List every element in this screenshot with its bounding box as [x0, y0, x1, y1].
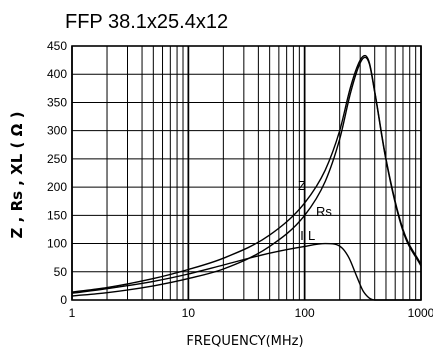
series-line-z	[71, 54, 422, 293]
x-tick-label: 1	[69, 306, 76, 320]
x-tick-label: 1000	[408, 306, 433, 320]
y-tick-label: 300	[47, 124, 67, 138]
series-label-z: Z	[298, 178, 306, 193]
x-axis-label: FREQUENCY(MHz)	[186, 334, 303, 349]
grid	[71, 45, 422, 301]
series-line-rs	[71, 56, 422, 297]
series-label-rs: Rs	[316, 204, 332, 219]
y-tick-label: 450	[47, 39, 67, 53]
plot-frame	[71, 45, 422, 301]
chart-title: FFP 38.1x25.4x12	[65, 11, 228, 33]
y-tick-label: 350	[47, 95, 67, 109]
series	[71, 54, 422, 301]
series-label-l: L	[308, 228, 315, 243]
tick-labels: 0 50 100 150 200 250 300 350 400 450 1 10 100 1000	[47, 39, 433, 320]
series-labels: Z RsL	[298, 178, 332, 243]
y-tick-label: 250	[47, 152, 67, 166]
y-tick-label: 50	[54, 265, 68, 279]
y-tick-label: 100	[47, 237, 67, 251]
y-axis-label: Z , Rs , XL ( Ω )	[8, 112, 26, 239]
y-tick-label: 200	[47, 180, 67, 194]
x-tick-label: 10	[182, 306, 196, 320]
series-line-l	[71, 242, 421, 301]
x-tick-label: 100	[295, 306, 315, 320]
y-tick-label: 0	[60, 293, 67, 307]
y-tick-label: 400	[47, 67, 67, 81]
y-tick-label: 150	[47, 208, 67, 222]
